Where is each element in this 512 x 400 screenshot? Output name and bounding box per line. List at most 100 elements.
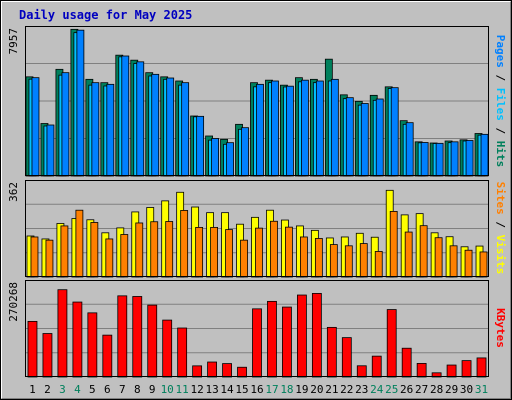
bar-pages-day-24 <box>375 98 384 177</box>
bar-pages-day-28 <box>435 142 444 177</box>
bar-kbytes-day-18 <box>282 306 292 378</box>
bar-kbytes-day-29 <box>446 364 457 378</box>
x-tick-label-8: 8 <box>134 383 141 396</box>
bar-sites-day-7 <box>120 234 129 278</box>
bar-kbytes-day-6 <box>102 334 113 378</box>
bar-kbytes-day-2 <box>42 333 53 378</box>
bar-kbytes-day-11 <box>177 327 188 378</box>
bar-pages-day-22 <box>345 97 354 177</box>
x-tick-label-22: 22 <box>340 383 353 396</box>
bar-pages-day-23 <box>360 103 369 177</box>
panel-2-border <box>25 180 489 277</box>
x-tick-label-28: 28 <box>430 383 443 396</box>
bar-sites-day-1 <box>30 236 39 278</box>
bar-kbytes-day-1 <box>27 320 38 378</box>
bar-sites-day-4 <box>75 209 84 278</box>
x-tick-label-21: 21 <box>325 383 338 396</box>
bar-kbytes-day-9 <box>147 304 158 378</box>
panel-3-max-label: 270268 <box>7 282 20 322</box>
x-tick-label-14: 14 <box>220 383 234 396</box>
panel-3-side-label: KBytes <box>494 308 507 348</box>
bar-kbytes-day-19 <box>296 294 307 378</box>
x-tick-label-5: 5 <box>89 383 96 396</box>
x-tick-label-23: 23 <box>355 383 368 396</box>
bar-sites-day-19 <box>299 236 308 278</box>
side-label-files: Files <box>494 88 507 121</box>
bar-pages-day-1 <box>31 77 40 177</box>
bar-pages-day-8 <box>136 61 145 177</box>
bar-kbytes-day-12 <box>192 365 203 378</box>
bar-pages-day-27 <box>420 142 429 177</box>
bar-pages-day-2 <box>46 124 55 177</box>
bar-sites-day-15 <box>240 239 248 278</box>
bar-kbytes-day-14 <box>222 363 232 378</box>
bar-pages-day-6 <box>106 83 115 177</box>
bar-sites-day-31 <box>479 251 488 278</box>
bar-kbytes-day-26 <box>401 347 412 378</box>
bar-pages-day-14 <box>226 142 234 177</box>
panel-1-border <box>25 26 489 176</box>
x-tick-label-6: 6 <box>104 383 111 396</box>
bar-pages-day-7 <box>121 55 130 177</box>
bar-kbytes-day-13 <box>207 361 218 378</box>
bar-pages-day-10 <box>166 77 175 177</box>
side-label-separator: / <box>494 215 507 235</box>
bar-sites-day-14 <box>225 229 233 278</box>
side-label-hits: Hits <box>494 141 507 168</box>
bar-sites-day-24 <box>374 251 383 278</box>
bar-pages-day-16 <box>256 83 264 177</box>
bar-sites-day-5 <box>90 222 99 278</box>
bar-sites-day-25 <box>389 211 398 278</box>
bar-pages-day-17 <box>271 80 279 177</box>
bar-pages-day-5 <box>91 82 100 177</box>
bar-sites-day-23 <box>359 243 368 278</box>
side-label-visits: Visits <box>494 235 507 275</box>
x-tick-label-10: 10 <box>161 383 174 396</box>
x-tick-label-19: 19 <box>295 383 308 396</box>
x-tick-label-1: 1 <box>29 383 36 396</box>
bar-kbytes-day-17 <box>267 300 277 378</box>
bar-kbytes-day-27 <box>416 363 427 378</box>
x-tick-label-3: 3 <box>59 383 66 396</box>
side-label-kbytes: KBytes <box>494 308 507 348</box>
x-tick-label-11: 11 <box>176 383 189 396</box>
panel-2-max-label: 362 <box>7 182 20 202</box>
bar-sites-day-8 <box>135 222 144 278</box>
bar-sites-day-27 <box>419 225 428 278</box>
side-label-separator: / <box>494 68 507 88</box>
bar-sites-day-30 <box>464 249 473 278</box>
bar-kbytes-day-5 <box>87 312 98 378</box>
bar-sites-day-20 <box>314 238 323 278</box>
bar-sites-day-10 <box>165 221 174 278</box>
x-tick-label-15: 15 <box>235 383 248 396</box>
x-tick-label-25: 25 <box>385 383 398 396</box>
x-tick-label-18: 18 <box>280 383 293 396</box>
bar-kbytes-day-8 <box>132 296 143 378</box>
side-label-sites: Sites <box>494 182 507 215</box>
bar-sites-day-3 <box>60 225 69 278</box>
x-tick-label-2: 2 <box>44 383 51 396</box>
bar-kbytes-day-16 <box>252 308 262 378</box>
panel-1-max-label: 7957 <box>7 28 20 55</box>
bar-pages-day-21 <box>330 78 339 177</box>
side-label-pages: Pages <box>494 35 507 68</box>
x-tick-label-31: 31 <box>475 383 488 396</box>
bar-sites-day-16 <box>255 227 263 278</box>
bar-pages-day-26 <box>405 122 414 177</box>
bar-kbytes-day-25 <box>386 309 397 378</box>
bar-kbytes-day-31 <box>476 357 487 378</box>
bar-sites-day-13 <box>210 226 219 278</box>
bar-sites-day-22 <box>344 245 353 278</box>
bar-sites-day-11 <box>180 210 189 278</box>
bar-kbytes-day-20 <box>311 293 322 378</box>
bar-pages-day-30 <box>465 140 474 177</box>
bar-kbytes-day-23 <box>356 365 367 378</box>
bar-sites-day-6 <box>105 238 114 278</box>
x-tick-label-12: 12 <box>191 383 204 396</box>
panel-1-side-label: Pages / Files / Hits <box>494 35 507 168</box>
x-tick-label-9: 9 <box>149 383 156 396</box>
bar-pages-day-31 <box>480 133 489 177</box>
bar-pages-day-3 <box>61 72 70 177</box>
bar-sites-day-9 <box>150 221 159 278</box>
x-tick-label-26: 26 <box>400 383 413 396</box>
